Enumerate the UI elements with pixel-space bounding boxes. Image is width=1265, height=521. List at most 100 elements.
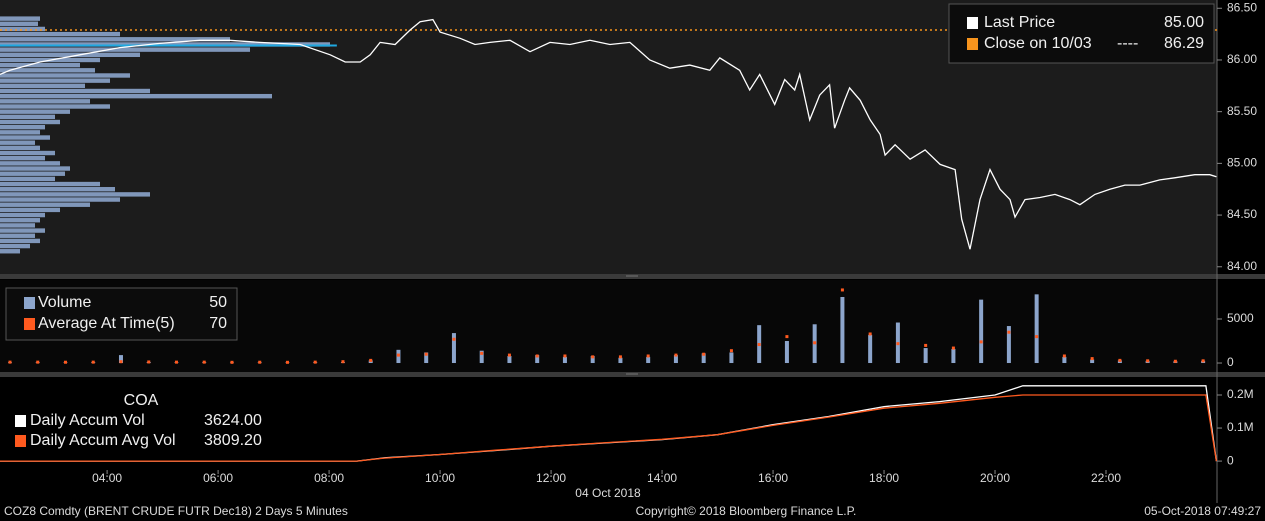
average-dot [1007, 330, 1011, 334]
y-tick-label: 85.50 [1227, 104, 1257, 118]
volume-bar [1006, 326, 1011, 364]
average-dot [924, 343, 928, 347]
average-dot [563, 354, 567, 358]
volume-profile-bar [0, 150, 55, 156]
volume-profile-bar [0, 171, 65, 176]
y-tick-label: 5000 [1227, 311, 1254, 325]
legend-value: 3809.20 [204, 432, 262, 449]
legend-label: Close on 10/03 [984, 35, 1092, 52]
volume-profile-bar [0, 192, 150, 197]
volume-profile-bar [0, 197, 120, 202]
volume-profile-bar [0, 187, 115, 192]
volume-profile-bar [0, 88, 150, 94]
volume-profile-bar [0, 140, 35, 145]
average-dot [369, 358, 373, 362]
average-dot [452, 337, 456, 341]
volume-profile-bar [0, 249, 20, 254]
average-dot [8, 360, 12, 364]
legend-label: Last Price [984, 14, 1055, 31]
volume-bar [618, 357, 623, 364]
average-dot [258, 360, 262, 364]
average-dot [174, 360, 178, 364]
overlay: Last Price 85.00 Close on 10/03 ---- 86.29 Vo… [15, 14, 1204, 449]
average-dot [91, 360, 95, 364]
volume-profile-bar [0, 223, 35, 228]
volume-profile-bar [0, 114, 55, 120]
average-dot [119, 360, 123, 364]
average-dot [285, 360, 289, 364]
average-dot [1118, 358, 1122, 362]
average-dot [757, 343, 761, 347]
x-tick-label: 14:00 [647, 471, 677, 485]
volume-profile-bar [0, 16, 40, 21]
average-dot [1062, 354, 1066, 358]
y-tick-label: 0 [1227, 453, 1234, 467]
legend-value: 85.00 [1164, 14, 1204, 31]
y-tick-label: 86.50 [1227, 0, 1257, 14]
volume-profile-bar [0, 212, 45, 218]
volume-bar [979, 299, 984, 364]
volume-profile-bar [0, 145, 40, 151]
volume-bar [424, 352, 429, 364]
x-tick-label: 04:00 [92, 471, 122, 485]
volume-bar [729, 352, 734, 364]
y-tick-label: 0.1M [1227, 420, 1254, 434]
volume-bar [784, 341, 789, 364]
volume-bar [951, 348, 956, 364]
legend-label: Daily Accum Vol [30, 412, 145, 429]
legend-value: 86.29 [1164, 35, 1204, 52]
volume-bar [701, 353, 706, 364]
x-tick-label: 08:00 [314, 471, 344, 485]
volume-bar [507, 355, 512, 364]
x-tick-label: 20:00 [980, 471, 1010, 485]
volume-bar [562, 356, 567, 364]
average-dot [868, 332, 872, 336]
volume-profile-bar [0, 26, 45, 32]
average-dot [591, 355, 595, 359]
volume-bar [535, 355, 540, 364]
volume-profile-bar [0, 130, 40, 135]
volume-profile-bar [0, 202, 90, 207]
volume-profile-bar [0, 124, 45, 130]
volume-profile-bar [0, 243, 30, 249]
volume-profile-bar [0, 42, 330, 47]
legend-box [948, 3, 1215, 64]
legend-swatch [967, 38, 978, 50]
y-tick-label: 86.00 [1227, 52, 1257, 66]
volume-profile-bar [0, 207, 60, 213]
average-dot [785, 335, 789, 339]
volume-profile-bar [0, 99, 90, 104]
average-dot [63, 360, 67, 364]
volume-profile-bar [0, 37, 230, 42]
average-dot [341, 360, 345, 364]
volume-bar [118, 355, 123, 364]
volume-bar [1034, 294, 1039, 364]
y-tick-label: 0 [1227, 355, 1234, 369]
average-dot [1173, 359, 1177, 363]
series-line [0, 18, 1217, 250]
average-dot [951, 346, 955, 350]
series-line [0, 394, 1218, 462]
volume-bar [673, 355, 678, 364]
average-dot [424, 352, 428, 356]
footer-right: 05-Oct-2018 07:49:27 [1144, 504, 1261, 518]
volume-profile-bar [0, 104, 110, 109]
volume-profile-bar [0, 47, 250, 52]
average-dot [1035, 335, 1039, 339]
volume-profile-bar [0, 233, 35, 238]
volume-bar [923, 348, 928, 364]
legend-swatch [24, 318, 35, 330]
volume-profile-bar [0, 181, 100, 187]
legend-swatch [967, 17, 978, 29]
volume-profile-bar [0, 52, 140, 57]
x-tick-label: 10:00 [425, 471, 455, 485]
average-dot [840, 288, 844, 292]
average-dot [896, 342, 900, 346]
volume-profile-bar [0, 31, 120, 37]
average-dot [202, 360, 206, 364]
volume-bar [590, 355, 595, 364]
volume-profile-bar [0, 176, 55, 182]
average-dot [396, 353, 400, 357]
legend-swatch [15, 415, 26, 427]
